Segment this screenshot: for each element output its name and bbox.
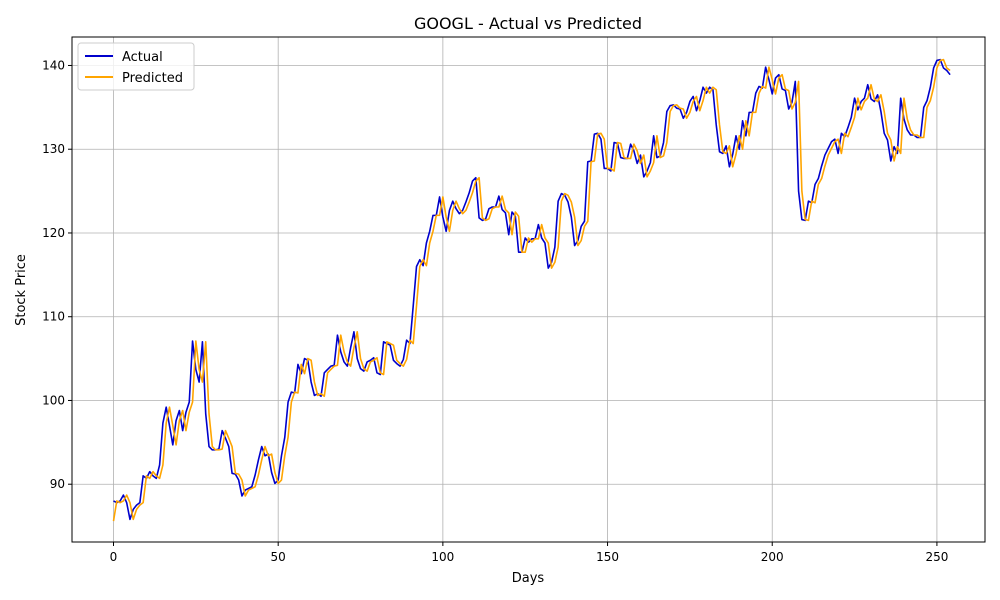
x-tick-label: 150 <box>596 550 619 564</box>
y-tick-label: 140 <box>42 58 65 72</box>
x-tick-label: 250 <box>925 550 948 564</box>
y-axis-label: Stock Price <box>14 254 29 326</box>
series-layer <box>112 58 951 522</box>
ticks: 0 50 100 150 200 250 90 100 110 120 130 140 <box>42 58 948 564</box>
axes-frame <box>71 36 986 543</box>
y-tick-label: 100 <box>42 393 65 407</box>
legend-label-actual: Actual <box>122 50 163 65</box>
x-tick-label: 0 <box>110 550 118 564</box>
y-tick-label: 130 <box>42 142 65 156</box>
series-line-predicted <box>112 58 951 522</box>
legend-box <box>77 42 195 91</box>
legend: Actual Predicted <box>77 42 195 91</box>
legend-label-predicted: Predicted <box>122 71 183 86</box>
y-tick-label: 110 <box>42 310 65 324</box>
x-tick-label: 50 <box>271 550 286 564</box>
series-line-actual <box>113 58 951 521</box>
x-axis-label: Days <box>512 571 545 586</box>
chart-title: GOOGL - Actual vs Predicted <box>414 14 642 33</box>
x-tick-label: 100 <box>431 550 454 564</box>
y-tick-label: 120 <box>42 226 65 240</box>
x-tick-label: 200 <box>761 550 784 564</box>
grid <box>72 37 985 542</box>
y-tick-label: 90 <box>50 477 65 491</box>
